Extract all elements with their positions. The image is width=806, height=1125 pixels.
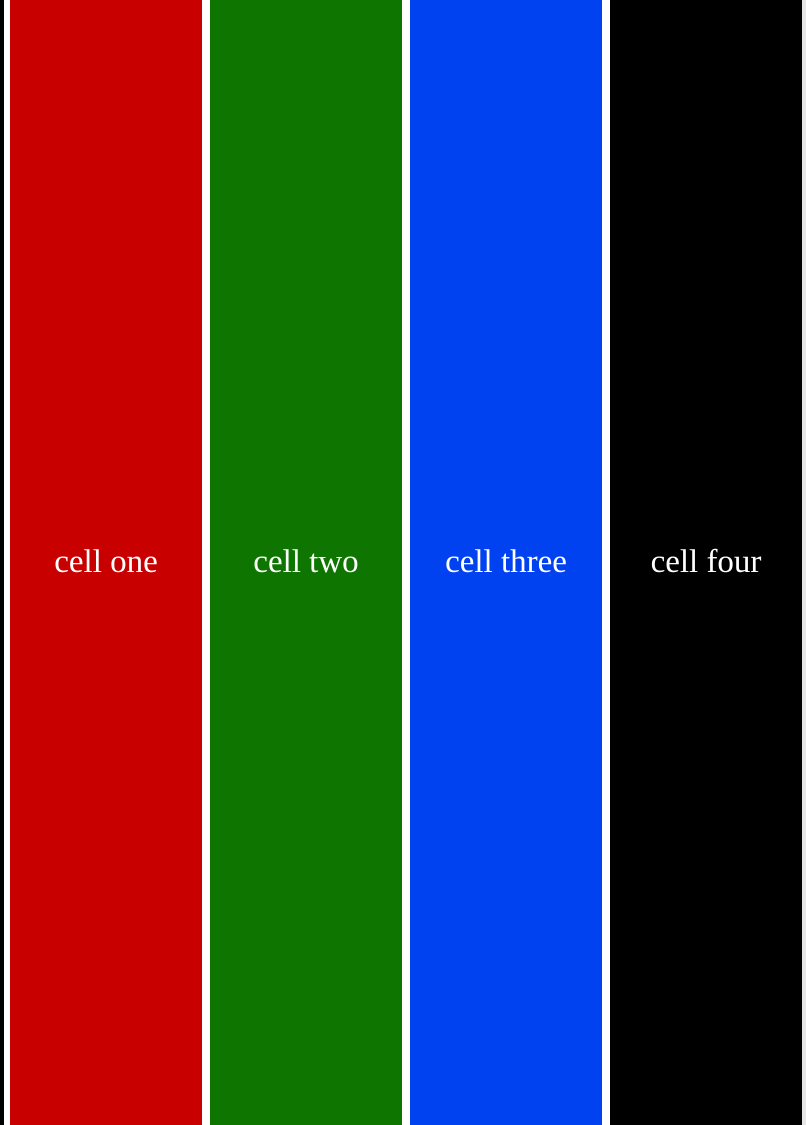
- cell-one: cell one: [10, 0, 202, 1125]
- left-edge-strip: [0, 0, 4, 1125]
- right-edge-strip: [802, 0, 806, 1125]
- cell-four: cell four: [610, 0, 802, 1125]
- cell-three: cell three: [410, 0, 602, 1125]
- cell-two-label: cell two: [253, 544, 359, 580]
- cell-four-label: cell four: [650, 544, 762, 580]
- cell-three-label: cell three: [445, 544, 567, 580]
- cell-one-label: cell one: [54, 544, 158, 580]
- cell-two: cell two: [210, 0, 402, 1125]
